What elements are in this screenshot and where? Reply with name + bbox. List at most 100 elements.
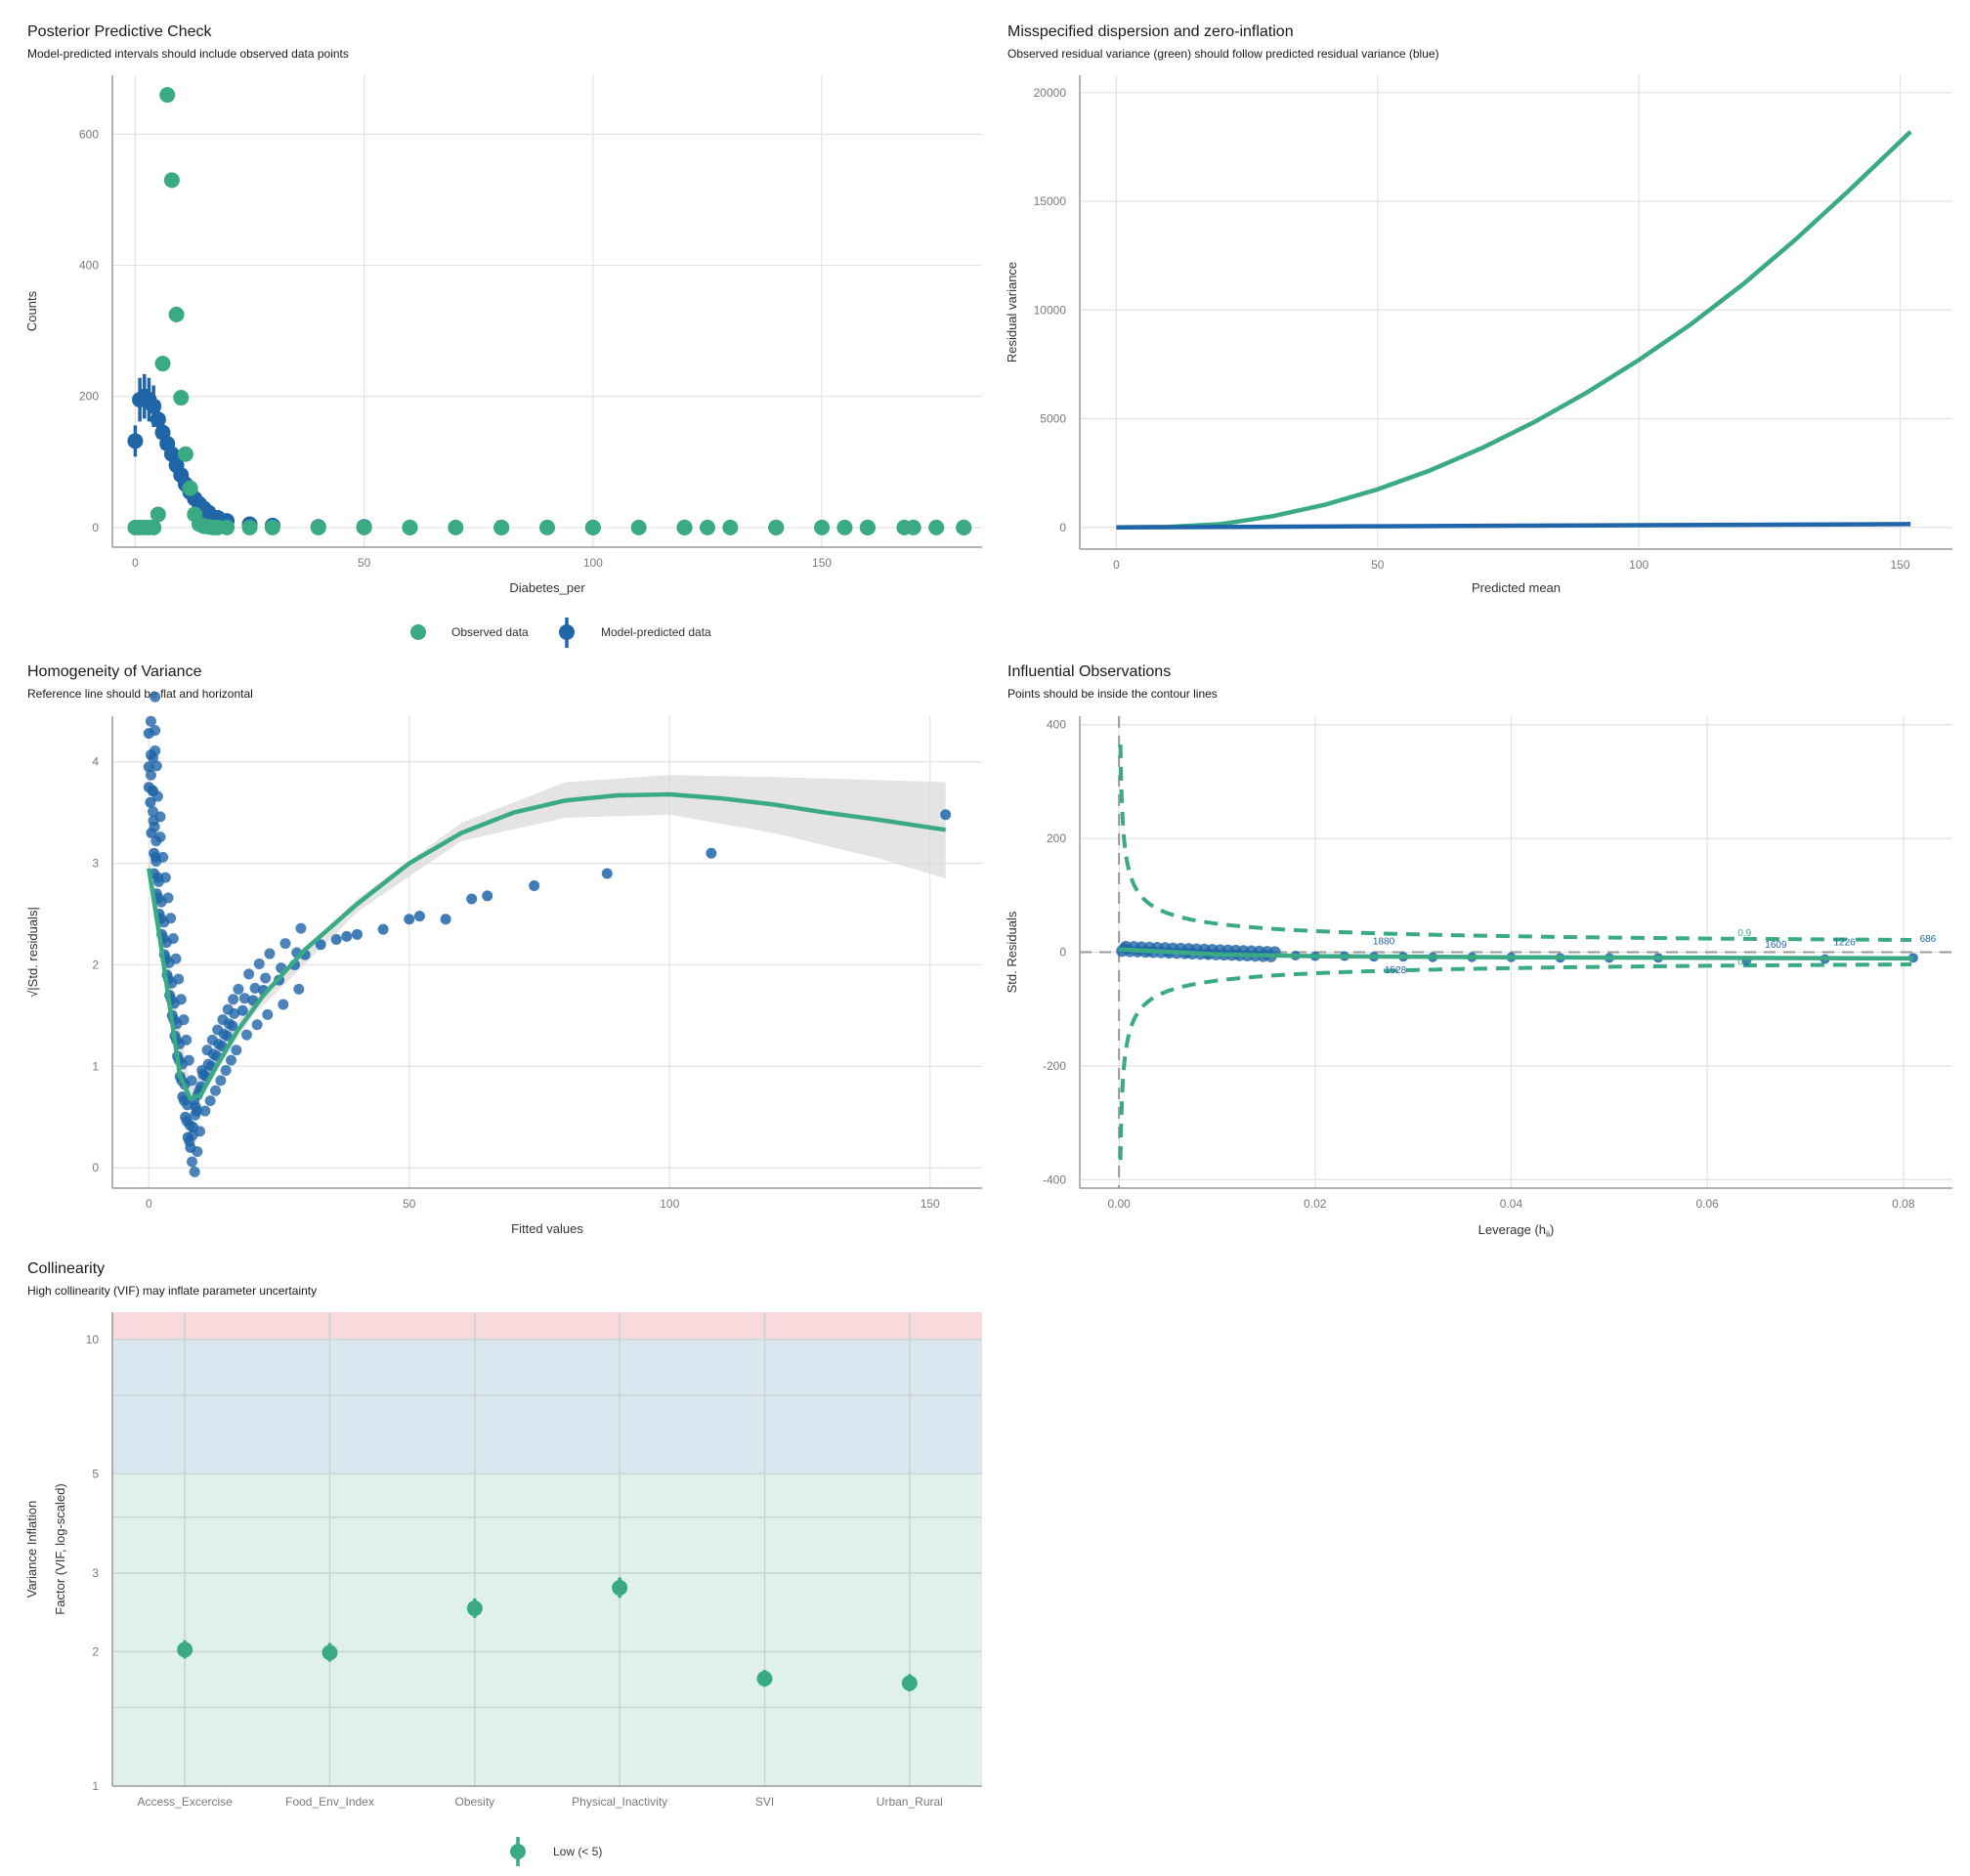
observed-point <box>584 519 601 535</box>
residual-point <box>351 928 363 940</box>
residual-point <box>189 1166 200 1177</box>
y-tick-label: 3 <box>92 857 99 871</box>
y-tick-label: 0 <box>92 1161 99 1174</box>
observation-label: 0.9 <box>1737 957 1751 967</box>
x-tick-label: 0.00 <box>1107 1197 1131 1211</box>
x-tick-label: 100 <box>1629 558 1649 572</box>
residual-point <box>173 973 185 985</box>
high-vif-zone <box>112 1312 982 1340</box>
residual-point <box>175 994 187 1005</box>
residual-point <box>253 958 265 969</box>
y-tick-label: 1 <box>92 1059 99 1073</box>
residual-point <box>251 1019 263 1031</box>
legend-predicted-swatch <box>559 624 575 640</box>
residual-point <box>181 1034 193 1045</box>
observed-point <box>182 480 198 496</box>
observed-point <box>722 519 739 535</box>
observation-label: 1609 <box>1765 940 1787 951</box>
loess-fit-line <box>147 791 947 1102</box>
residual-point <box>601 868 613 879</box>
y-tick-label: 10 <box>86 1333 100 1346</box>
disp-subtitle: Observed residual variance (green) shoul… <box>1007 47 1439 61</box>
observed-point <box>814 519 831 535</box>
vif-y-axis-label-1: Variance Inflation <box>24 1501 39 1599</box>
vif-point <box>466 1600 483 1617</box>
y-tick-label: -400 <box>1043 1172 1066 1186</box>
x-tick-label: Food_Env_Index <box>285 1795 374 1809</box>
residual-point <box>330 934 342 946</box>
residual-point <box>159 872 171 883</box>
residual-point <box>192 1146 203 1158</box>
infl-y-axis-label: Std. Residuals <box>1005 911 1019 993</box>
x-tick-label: 100 <box>583 556 603 570</box>
residual-point <box>228 994 239 1005</box>
residual-point <box>180 1111 192 1123</box>
y-tick-label: 5000 <box>1040 412 1066 426</box>
y-tick-label: 4 <box>92 755 99 769</box>
residual-point <box>293 983 305 995</box>
vif-point <box>756 1671 773 1687</box>
infl-x-axis-label: Leverage (hii) <box>1478 1222 1555 1239</box>
residual-point <box>149 847 160 859</box>
residual-point <box>243 968 255 980</box>
residual-point <box>940 809 952 821</box>
residual-point <box>187 1156 198 1168</box>
observed-point <box>310 519 326 535</box>
observed-point <box>150 506 166 523</box>
residual-point <box>221 1030 233 1042</box>
x-tick-label: 0.08 <box>1892 1197 1915 1211</box>
predicted-variance-line <box>1116 522 1911 531</box>
y-tick-label: 10000 <box>1034 303 1067 317</box>
residual-point <box>210 1085 222 1096</box>
residual-point <box>145 715 156 727</box>
x-tick-label: 0 <box>132 556 139 570</box>
observed-point <box>768 519 785 535</box>
y-tick-label: -200 <box>1043 1059 1066 1073</box>
residual-point <box>440 914 451 925</box>
homog-y-axis-label: √|Std. residuals| <box>25 907 40 998</box>
observed-point <box>168 306 185 322</box>
x-tick-label: 0.06 <box>1695 1197 1719 1211</box>
residual-point <box>146 827 157 838</box>
residual-point <box>178 1014 190 1026</box>
residual-point <box>236 1004 248 1016</box>
residual-point <box>229 1007 240 1019</box>
observed-variance-line <box>1116 130 1912 531</box>
residual-point <box>295 922 307 934</box>
y-tick-label: 20000 <box>1034 86 1067 100</box>
vif-point <box>321 1644 338 1661</box>
y-tick-label: 0 <box>92 521 99 534</box>
observed-point <box>448 519 464 535</box>
residual-point <box>215 1075 227 1087</box>
vif-title: Collinearity <box>27 1260 106 1277</box>
residual-point <box>194 1126 206 1137</box>
vif-point <box>612 1579 628 1596</box>
x-tick-label: Obesity <box>454 1795 494 1809</box>
homog-x-axis-label: Fitted values <box>511 1221 583 1236</box>
observed-point <box>836 519 853 535</box>
observed-point <box>177 446 193 462</box>
y-tick-label: 3 <box>92 1566 99 1580</box>
observed-point <box>146 519 162 535</box>
x-tick-label: 0.04 <box>1500 1197 1523 1211</box>
observation-label: 686 <box>1920 934 1937 945</box>
residual-point <box>529 879 540 891</box>
observed-point <box>173 390 190 406</box>
observation-label: 1880 <box>1373 936 1395 947</box>
residual-point <box>177 1091 189 1103</box>
y-tick-label: 200 <box>79 390 99 404</box>
y-tick-label: 600 <box>79 127 99 141</box>
residual-point <box>143 761 154 773</box>
x-tick-label: Access_Excercise <box>137 1795 233 1809</box>
residual-point <box>220 1065 232 1077</box>
observation-label: 0.9 <box>1737 928 1751 939</box>
residual-point <box>279 938 291 950</box>
residual-point <box>204 1095 216 1107</box>
observed-point <box>676 519 693 535</box>
observed-point <box>928 519 945 535</box>
residual-point <box>706 847 717 859</box>
confidence-ribbon <box>149 775 946 1109</box>
observed-point <box>356 519 372 535</box>
residual-point <box>260 972 272 984</box>
